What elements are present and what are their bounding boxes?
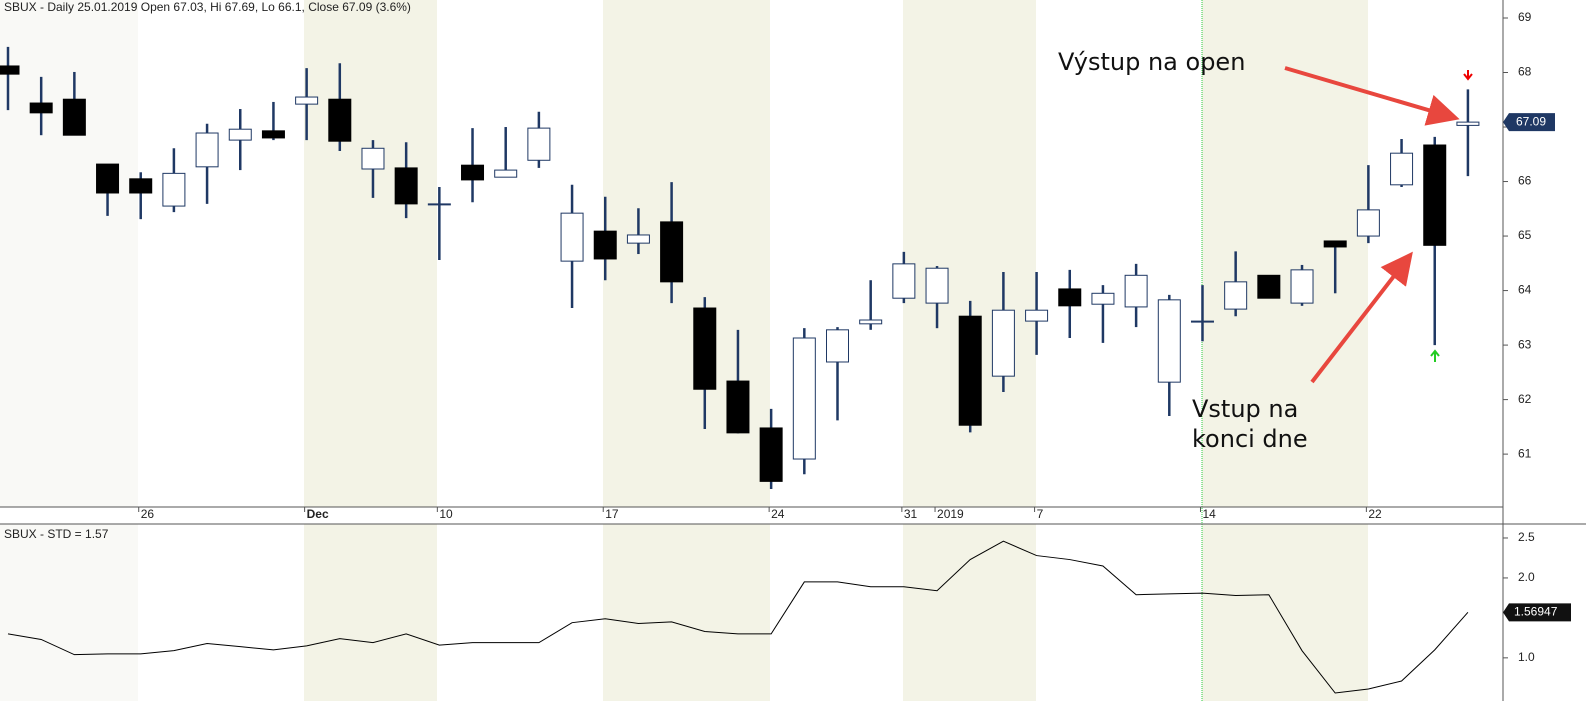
candle-body <box>427 203 451 206</box>
candle-body <box>991 309 1015 377</box>
candle-body <box>527 127 551 161</box>
x-tick-label: 2019 <box>937 507 964 521</box>
y-tick-label: 66 <box>1518 174 1532 188</box>
candle-body <box>394 167 418 205</box>
x-tick-label: 26 <box>141 507 155 521</box>
candle-body <box>29 102 53 114</box>
x-tick-label: 14 <box>1202 507 1216 521</box>
band <box>304 0 437 701</box>
candle-body <box>859 319 883 325</box>
last-price-label: 67.09 <box>1516 114 1546 128</box>
y-tick-label: 62 <box>1518 392 1532 406</box>
candle-body <box>461 164 485 181</box>
candle-body <box>660 221 684 283</box>
annotation: Vstup na <box>1192 395 1298 423</box>
candle-body <box>328 98 352 142</box>
candle-body <box>1025 309 1049 322</box>
x-tick-label: 31 <box>904 507 918 521</box>
candle-body <box>1058 288 1082 307</box>
sell-signal <box>1463 70 1473 81</box>
candle-body <box>1290 269 1314 304</box>
x-tick-label: 24 <box>771 507 785 521</box>
candle-body <box>925 267 949 304</box>
last-value-box <box>1503 603 1571 622</box>
candle-body <box>1124 274 1148 308</box>
x-tick-label: 17 <box>605 507 619 521</box>
date-strip <box>0 507 1503 524</box>
candle-body <box>693 307 717 390</box>
candle-body <box>1323 240 1347 248</box>
candle-body <box>593 230 617 260</box>
band <box>1202 0 1368 701</box>
band <box>603 0 770 701</box>
y-tick-label: 68 <box>1518 65 1532 79</box>
candle-body <box>195 132 219 168</box>
candle-body <box>1390 152 1414 186</box>
candle-body <box>96 163 120 194</box>
candle-body <box>892 263 916 299</box>
y-tick-label: 64 <box>1518 283 1532 297</box>
arrow <box>1284 66 1460 126</box>
buy-signal <box>1430 349 1440 362</box>
y-tick-label: 61 <box>1518 446 1532 460</box>
x-tick-label: Dec <box>307 507 329 521</box>
std-line <box>7 540 1469 694</box>
candle-body <box>1190 320 1214 323</box>
candle-body <box>759 427 783 482</box>
candle-body <box>560 212 584 262</box>
last-value-label: 1.56947 <box>1514 605 1558 619</box>
x-tick-label: 7 <box>1037 507 1044 521</box>
candle-body <box>129 178 153 194</box>
y-tick-label: 1.0 <box>1518 650 1535 664</box>
candle-body <box>228 128 252 141</box>
candle-body <box>626 234 650 244</box>
annotation: konci dne <box>1192 425 1308 453</box>
candle-body <box>361 147 385 170</box>
candle-body <box>792 337 816 460</box>
annotation: Výstup na open <box>1058 48 1245 76</box>
candle-body <box>1224 281 1248 310</box>
candle-body <box>0 65 20 75</box>
background-bands <box>0 0 1503 701</box>
candle-body <box>726 380 750 434</box>
candle-body <box>494 169 518 178</box>
candle-body <box>1423 144 1447 246</box>
candle-body <box>1456 121 1480 126</box>
candle-body <box>1356 209 1380 237</box>
annotation-arrows <box>1284 66 1473 384</box>
candle-body <box>295 96 319 105</box>
last-price-box <box>1503 113 1555 132</box>
y-tick-label: 2.5 <box>1518 530 1535 544</box>
y-tick-label: 63 <box>1518 337 1532 351</box>
x-tick-label: 10 <box>439 507 453 521</box>
candle-body <box>1091 292 1115 305</box>
candle-body <box>958 315 982 426</box>
y-tick-label: 65 <box>1518 228 1532 242</box>
candle-body <box>62 98 86 136</box>
y-tick-label: 69 <box>1518 10 1532 24</box>
indicator-title: SBUX - STD = 1.57 <box>4 527 109 541</box>
candle-body <box>826 329 849 363</box>
chart-title: SBUX - Daily 25.01.2019 Open 67.03, Hi 6… <box>4 0 411 14</box>
candle-body <box>162 172 186 207</box>
x-tick-label: 22 <box>1368 507 1382 521</box>
arrow <box>1310 251 1413 384</box>
candle-body <box>1257 274 1281 299</box>
y-tick-label: 2.0 <box>1518 570 1535 584</box>
candle-body <box>1157 299 1181 383</box>
candle-body <box>261 130 285 139</box>
